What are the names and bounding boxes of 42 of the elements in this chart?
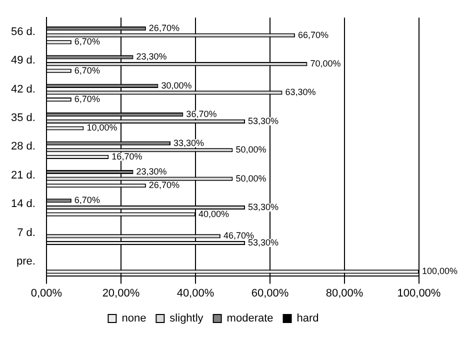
data-label: 6,70% bbox=[74, 94, 100, 104]
y-tick-label: 21 d. bbox=[10, 169, 36, 182]
x-tick-label: 60,00% bbox=[251, 287, 289, 300]
data-label: 10,00% bbox=[86, 122, 118, 133]
data-label: 100,00% bbox=[422, 266, 458, 276]
y-tick-label: 14 d. bbox=[10, 198, 36, 210]
legend-label: none bbox=[122, 312, 146, 325]
data-label: 66,70% bbox=[298, 30, 328, 40]
data-label: 23,30% bbox=[136, 166, 167, 176]
data-label: 6,70% bbox=[74, 195, 100, 206]
x-tick-label: 40,00% bbox=[176, 287, 214, 300]
data-label: 33,30% bbox=[174, 138, 204, 148]
y-tick-label: 7 d. bbox=[17, 226, 36, 239]
y-tick-label: 35 d. bbox=[10, 112, 36, 124]
data-label: 6,70% bbox=[74, 65, 100, 76]
data-label: 36,70% bbox=[186, 109, 217, 120]
data-label: 63,30% bbox=[285, 87, 316, 98]
x-tick-label: 20,00% bbox=[102, 287, 140, 300]
y-tick-label: 28 d. bbox=[10, 140, 36, 153]
data-label: 26,70% bbox=[148, 180, 180, 190]
legend-label: slightly bbox=[170, 312, 204, 325]
data-label: 53,30% bbox=[248, 116, 279, 126]
data-label: 30,00% bbox=[161, 80, 192, 90]
x-tick-label: 100,00% bbox=[397, 287, 441, 300]
legend-label: hard bbox=[296, 312, 319, 325]
y-tick-label: pre. bbox=[16, 255, 36, 268]
data-label: 50,00% bbox=[236, 173, 266, 184]
data-label: 23,30% bbox=[136, 52, 167, 62]
y-tick-label: 49 d. bbox=[10, 54, 36, 67]
legend-label: moderate bbox=[226, 312, 274, 325]
data-label: 50,00% bbox=[236, 144, 266, 155]
x-tick-label: 80,00% bbox=[326, 287, 364, 300]
data-label: 16,70% bbox=[112, 151, 142, 162]
data-label: 70,00% bbox=[310, 58, 341, 69]
x-tick-label: 0,00% bbox=[30, 287, 62, 300]
y-tick-label: 42 d. bbox=[10, 83, 36, 96]
data-label: 6,70% bbox=[74, 36, 100, 47]
data-label: 53,30% bbox=[248, 202, 279, 212]
y-tick-label: 56 d. bbox=[10, 26, 36, 38]
data-label: 26,70% bbox=[148, 23, 180, 34]
data-label: 53,30% bbox=[248, 237, 279, 248]
data-label: 40,00% bbox=[198, 208, 230, 219]
